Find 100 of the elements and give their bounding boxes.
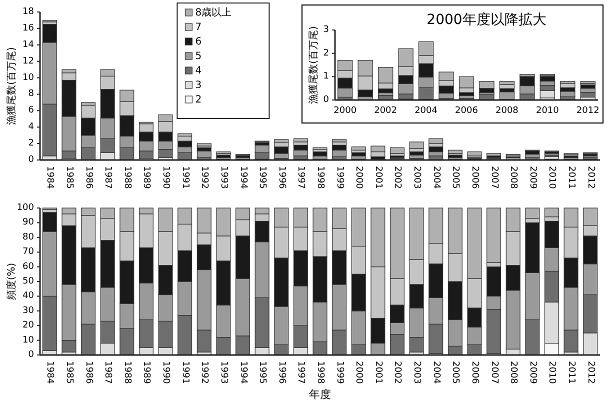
- x-tick-label: 1990: [160, 166, 171, 190]
- x-tick-label: 1987: [102, 166, 113, 189]
- y-axis-title: 漁獲尾数(百万尾): [6, 47, 18, 125]
- x-tick-label: 2007: [488, 166, 499, 189]
- x-tick-label: 1987: [102, 361, 113, 384]
- y-tick-label: 0: [323, 95, 330, 105]
- x-tick-label: 1989: [141, 166, 152, 190]
- x-tick-label: 1991: [180, 361, 190, 384]
- x-tick-label: 2010: [546, 361, 557, 384]
- y-tick-label: 20: [22, 320, 34, 331]
- y-tick-label: 0: [28, 155, 34, 165]
- x-tick-label: 1993: [218, 361, 228, 384]
- y-tick-label: 100: [16, 203, 34, 213]
- y-tick-label: 2: [28, 138, 34, 149]
- x-tick-label: 2012: [576, 106, 600, 116]
- y-tick-label: 50: [22, 276, 34, 286]
- x-tick-label: 2000: [354, 361, 364, 384]
- x-tick-label: 2008: [508, 361, 518, 384]
- x-tick-label: 2005: [450, 361, 460, 384]
- x-tick-label: 1993: [218, 166, 228, 189]
- x-axis-title: 年度: [309, 388, 331, 401]
- y-tick-label: 80: [22, 232, 34, 242]
- legend-label: 8歳以上: [195, 6, 232, 18]
- x-tick-label: 2002: [374, 106, 398, 116]
- x-tick-label: 1988: [122, 166, 132, 190]
- x-tick-label: 1992: [199, 361, 210, 384]
- legend-label: 3: [195, 80, 202, 91]
- y-tick-label: 70: [22, 247, 34, 258]
- x-tick-label: 1984: [44, 166, 55, 190]
- x-tick-label: 1999: [334, 166, 344, 190]
- y-tick-label: 6: [28, 106, 34, 116]
- x-tick-label: 1984: [44, 361, 55, 384]
- x-tick-label: 1995: [257, 361, 268, 384]
- x-tick-label: 2009: [527, 166, 538, 190]
- y-tick-label: 10: [22, 72, 34, 83]
- x-tick-label: 2003: [412, 361, 422, 384]
- x-tick-label: 2004: [414, 106, 438, 116]
- x-tick-label: 1998: [315, 166, 325, 190]
- x-tick-label: 2001: [372, 361, 383, 384]
- x-tick-label: 1997: [296, 166, 306, 189]
- x-tick-label: 2010: [546, 166, 557, 190]
- x-tick-label: 2004: [430, 361, 441, 384]
- x-tick-label: 2012: [585, 361, 596, 384]
- x-tick-label: 2003: [412, 166, 422, 189]
- x-tick-label: 1989: [141, 361, 152, 384]
- y-tick-label: 3: [323, 25, 329, 35]
- x-tick-label: 1985: [64, 166, 74, 189]
- x-tick-label: 2006: [469, 361, 480, 384]
- chart-title: 2000年度以降拡大: [426, 12, 546, 28]
- y-tick-label: 12: [22, 56, 34, 66]
- x-tick-label: 2001: [372, 166, 383, 189]
- x-tick-label: 1996: [276, 361, 286, 384]
- x-tick-label: 2009: [527, 361, 538, 384]
- x-tick-label: 2006: [455, 106, 478, 116]
- legend-label: 6: [195, 36, 202, 48]
- x-tick-label: 1986: [83, 166, 94, 190]
- x-tick-label: 2000: [334, 106, 357, 116]
- x-tick-label: 2005: [450, 166, 460, 189]
- y-tick-label: 0: [28, 350, 34, 360]
- x-tick-label: 1996: [276, 166, 286, 190]
- y-tick-label: 90: [22, 218, 34, 228]
- x-tick-label: 2002: [392, 166, 402, 189]
- x-tick-label: 1988: [122, 361, 132, 384]
- x-tick-label: 2012: [585, 166, 596, 189]
- y-tick-label: 30: [22, 306, 34, 316]
- y-tick-label: 60: [22, 262, 34, 272]
- x-tick-label: 1999: [334, 361, 344, 384]
- x-tick-label: 1994: [238, 166, 248, 190]
- y-axis-title: 頻度(%): [6, 262, 18, 300]
- legend-label: 4: [195, 66, 202, 76]
- x-tick-label: 2000: [354, 166, 364, 190]
- y-tick-label: 40: [22, 291, 34, 302]
- y-tick-label: 1: [323, 72, 329, 82]
- y-tick-label: 4: [28, 122, 34, 132]
- x-tick-label: 1986: [83, 361, 94, 384]
- legend-label: 5: [195, 51, 202, 62]
- legend-label: 7: [195, 22, 202, 33]
- y-tick-label: 2: [323, 48, 329, 58]
- x-tick-label: 2010: [536, 106, 560, 116]
- x-tick-label: 1997: [296, 361, 306, 384]
- y-axis-title: 漁獲尾数(百万尾): [308, 26, 320, 104]
- x-tick-label: 1985: [64, 361, 74, 384]
- x-tick-label: 1994: [238, 361, 248, 384]
- y-tick-label: 8: [28, 89, 34, 100]
- y-tick-label: 10: [22, 335, 34, 346]
- x-tick-label: 2008: [496, 106, 519, 116]
- x-tick-label: 1995: [257, 166, 268, 189]
- x-tick-label: 2007: [488, 361, 499, 384]
- x-tick-label: 2006: [469, 166, 480, 190]
- x-tick-label: 1998: [315, 361, 325, 384]
- x-tick-label: 1991: [180, 166, 190, 189]
- x-tick-label: 2004: [430, 166, 441, 190]
- x-tick-label: 2008: [508, 166, 518, 190]
- y-tick-label: 18: [22, 7, 34, 17]
- x-tick-label: 2002: [392, 361, 402, 384]
- x-tick-label: 1992: [199, 166, 210, 189]
- y-tick-label: 16: [22, 23, 34, 34]
- x-tick-label: 1990: [160, 361, 171, 384]
- x-tick-label: 2011: [566, 361, 576, 384]
- y-tick-label: 14: [22, 40, 34, 50]
